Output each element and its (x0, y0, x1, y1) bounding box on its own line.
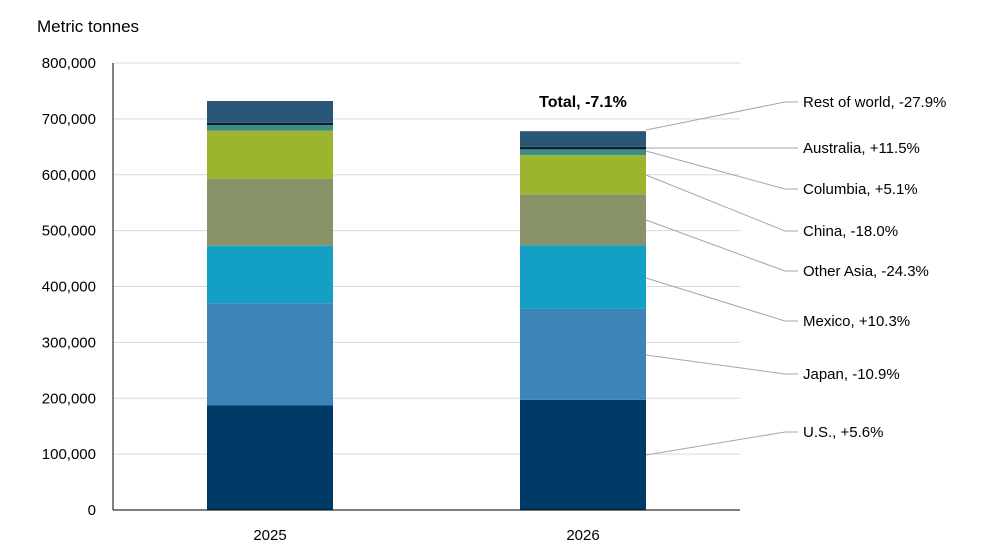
y-tick-label: 500,000 (42, 223, 96, 240)
leader-line (645, 101, 798, 131)
leader-line (645, 277, 798, 322)
x-tick-label: 2025 (253, 527, 286, 544)
leader-line (645, 219, 798, 272)
series-label: Columbia, +5.1% (803, 181, 918, 198)
leader-line (645, 431, 798, 456)
bar-segment (520, 308, 646, 400)
series-label: Rest of world, -27.9% (803, 94, 946, 111)
series-label: Japan, -10.9% (803, 366, 900, 383)
y-tick-label: 300,000 (42, 334, 96, 351)
bar-segment (207, 122, 333, 126)
bar-segment (207, 178, 333, 246)
series-label: Other Asia, -24.3% (803, 263, 929, 280)
bar-segment (207, 100, 333, 123)
leader-line (645, 150, 798, 190)
y-axis-title: Metric tonnes (37, 17, 139, 36)
bar-segment (520, 245, 646, 309)
y-tick-label: 0 (88, 502, 96, 519)
bars (207, 100, 646, 510)
bar-segment (207, 130, 333, 179)
bar-segment (207, 245, 333, 304)
bar-segment (520, 146, 646, 150)
y-tick-label: 600,000 (42, 167, 96, 184)
y-axis-ticks: 0 100,000 200,000 300,000 400,000 500,000 600,… (42, 55, 96, 519)
y-tick-label: 700,000 (42, 111, 96, 128)
bar-segment (207, 405, 333, 510)
series-label: Australia, +11.5% (803, 140, 920, 157)
bar-segment (520, 194, 646, 246)
bar-segment (520, 131, 646, 147)
leader-line (645, 174, 798, 232)
bar-segment (520, 155, 646, 195)
y-tick-label: 200,000 (42, 390, 96, 407)
bar-segment (207, 303, 333, 406)
series-label: U.S., +5.6% (803, 424, 883, 441)
series-label: China, -18.0% (803, 223, 898, 240)
x-tick-label: 2026 (566, 527, 599, 544)
total-annotation: Total, -7.1% (539, 94, 627, 111)
leader-lines (645, 101, 798, 456)
y-tick-label: 400,000 (42, 279, 96, 296)
series-label: Mexico, +10.3% (803, 313, 910, 330)
bar-segment (520, 399, 646, 510)
y-tick-label: 800,000 (42, 55, 96, 72)
x-axis-ticks: 2025 2026 (253, 527, 599, 544)
y-tick-label: 100,000 (42, 446, 96, 463)
series-labels: U.S., +5.6% Japan, -10.9% Mexico, +10.3% Ot… (803, 94, 946, 441)
leader-line (645, 354, 798, 375)
bar-segment (207, 125, 333, 131)
bar-segment (520, 149, 646, 156)
